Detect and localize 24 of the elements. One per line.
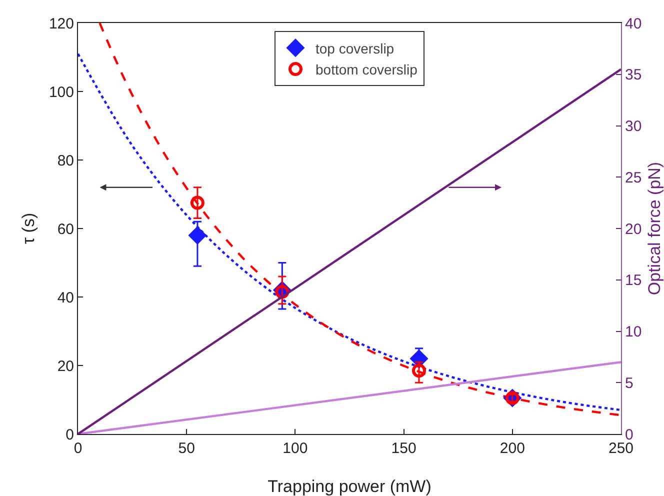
x-tick-label: 200 xyxy=(500,440,525,457)
y2-axis-title: Optical force (pN) xyxy=(645,162,664,296)
y-tick-label: 20 xyxy=(57,358,74,375)
y2-tick-label: 15 xyxy=(625,272,642,290)
y2-tick-label: 25 xyxy=(625,169,642,186)
x-tick-label: 150 xyxy=(391,440,416,457)
y-tick-label: 40 xyxy=(57,289,74,306)
y2-tick-label: 30 xyxy=(625,118,642,135)
y-tick-label: 60 xyxy=(57,220,74,238)
legend-label: bottom coverslip xyxy=(316,61,418,78)
y-tick-label: 0 xyxy=(66,426,74,444)
legend-label: top coverslip xyxy=(316,40,394,56)
y2-tick-label: 35 xyxy=(625,66,642,84)
x-axis-title: Trapping power (mW) xyxy=(268,477,432,496)
y-tick-label: 100 xyxy=(48,84,74,101)
y2-tick-label: 5 xyxy=(625,374,634,392)
x-tick-label: 50 xyxy=(178,440,195,457)
y2-tick-label: 10 xyxy=(625,324,642,340)
y-tick-label: 120 xyxy=(48,15,74,32)
y-tick-label: 80 xyxy=(57,152,74,170)
x-tick-label: 100 xyxy=(282,440,308,457)
y2-tick-label: 40 xyxy=(625,15,642,32)
y-axis-title: τ (s) xyxy=(19,212,38,244)
y2-tick-label: 20 xyxy=(625,220,642,238)
